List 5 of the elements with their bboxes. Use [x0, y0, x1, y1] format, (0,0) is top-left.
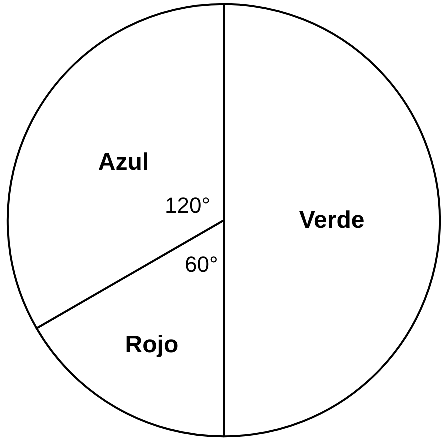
slice-label: Azul: [98, 149, 150, 176]
text: 60°: [185, 252, 218, 277]
text: 120°: [165, 193, 211, 218]
slice-label: Verde: [299, 207, 365, 234]
slice-label: Rojo: [125, 332, 179, 359]
